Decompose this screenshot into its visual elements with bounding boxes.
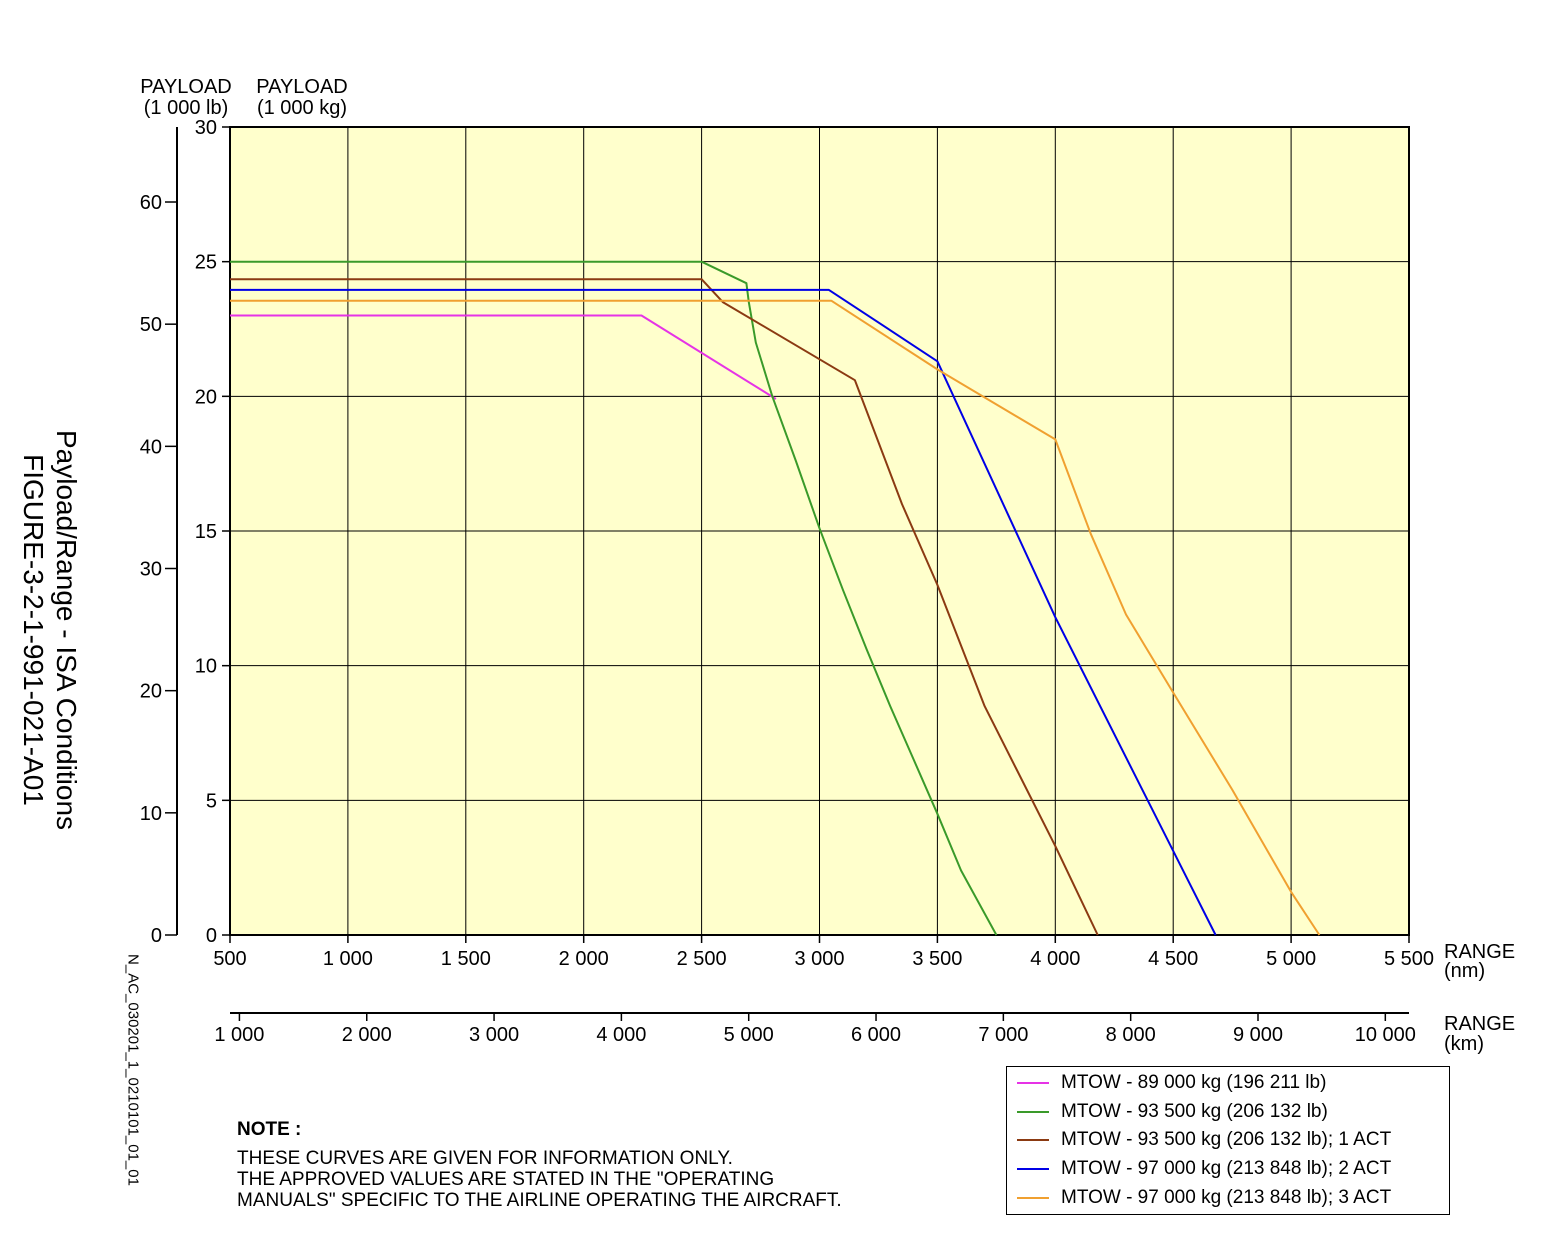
y-axis-kg-tick-label: 20 xyxy=(195,386,217,408)
legend-item: MTOW - 89 000 kg (196 211 lb) xyxy=(1007,1069,1449,1098)
file-reference-text: N_AC_030201_1_0210101_01_01 xyxy=(125,954,142,1186)
legend-swatch xyxy=(1017,1197,1049,1199)
x-axis-nm-tick-label: 3 500 xyxy=(912,948,962,970)
note-line: MANUALS" SPECIFIC TO THE AIRLINE OPERATI… xyxy=(237,1190,842,1211)
note-block: NOTE : THESE CURVES ARE GIVEN FOR INFORM… xyxy=(237,1119,842,1211)
legend-swatch xyxy=(1017,1168,1049,1170)
x-axis-nm-tick-label: 1 500 xyxy=(441,948,491,970)
x-axis-km-unit: (km) xyxy=(1444,1033,1484,1055)
legend: MTOW - 89 000 kg (196 211 lb) MTOW - 93 … xyxy=(1006,1066,1450,1215)
legend-swatch xyxy=(1017,1082,1049,1084)
y-axis-kg-tick-label: 5 xyxy=(206,790,217,812)
x-axis-nm-tick-label: 4 000 xyxy=(1030,948,1080,970)
note-title: NOTE : xyxy=(237,1119,842,1140)
figure-title-line2: FIGURE-3-2-1-991-021-A01 xyxy=(17,430,50,830)
x-axis-km-tick-label: 2 000 xyxy=(342,1024,392,1046)
x-axis-nm-tick-label: 3 000 xyxy=(794,948,844,970)
figure-title-line1: Payload/Range - ISA Conditions xyxy=(50,430,83,830)
x-axis-km-tick-label: 5 000 xyxy=(724,1024,774,1046)
legend-label: MTOW - 93 500 kg (206 132 lb); 1 ACT xyxy=(1061,1129,1391,1151)
x-axis-nm-tick-label: 4 500 xyxy=(1148,948,1198,970)
legend-label: MTOW - 93 500 kg (206 132 lb) xyxy=(1061,1101,1328,1123)
y-axis-kg-tick-label: 30 xyxy=(195,117,217,139)
y-axis-lb-tick-label: 50 xyxy=(140,314,162,336)
x-axis-nm-tick-label: 2 000 xyxy=(559,948,609,970)
y-axis-kg-label: PAYLOAD xyxy=(256,76,348,98)
legend-item: MTOW - 93 500 kg (206 132 lb) xyxy=(1007,1098,1449,1127)
legend-item: MTOW - 97 000 kg (213 848 lb); 3 ACT xyxy=(1007,1183,1449,1212)
x-axis-nm-tick-label: 5 500 xyxy=(1384,948,1434,970)
x-axis-km-tick-label: 9 000 xyxy=(1233,1024,1283,1046)
y-axis-lb-tick-label: 10 xyxy=(140,803,162,825)
y-axis-lb-unit: (1 000 lb) xyxy=(144,97,229,119)
legend-label: MTOW - 97 000 kg (213 848 lb); 3 ACT xyxy=(1061,1187,1391,1209)
y-axis-lb-label: PAYLOAD xyxy=(140,76,232,98)
x-axis-km-tick-label: 10 000 xyxy=(1355,1024,1416,1046)
x-axis-km-tick-label: 8 000 xyxy=(1106,1024,1156,1046)
note-line: THE APPROVED VALUES ARE STATED IN THE "O… xyxy=(237,1169,842,1190)
x-axis-km-tick-label: 7 000 xyxy=(978,1024,1028,1046)
x-axis-km-tick-label: 1 000 xyxy=(214,1024,264,1046)
x-axis-nm-tick-label: 5 000 xyxy=(1266,948,1316,970)
y-axis-lb-tick-label: 40 xyxy=(140,436,162,458)
legend-item: MTOW - 93 500 kg (206 132 lb); 1 ACT xyxy=(1007,1126,1449,1155)
legend-label: MTOW - 89 000 kg (196 211 lb) xyxy=(1061,1072,1326,1094)
legend-label: MTOW - 97 000 kg (213 848 lb); 2 ACT xyxy=(1061,1158,1391,1180)
y-axis-kg-unit: (1 000 kg) xyxy=(257,97,347,119)
x-axis-km-label: RANGE xyxy=(1444,1013,1515,1035)
y-axis-lb-tick-label: 30 xyxy=(140,559,162,581)
y-axis-kg-tick-label: 0 xyxy=(206,925,217,947)
x-axis-km-tick-label: 4 000 xyxy=(596,1024,646,1046)
y-axis-lb-tick-label: 20 xyxy=(140,681,162,703)
y-axis-lb-tick-label: 60 xyxy=(140,192,162,214)
y-axis-kg-tick-label: 15 xyxy=(195,521,217,543)
y-axis-lb-tick-label: 0 xyxy=(151,925,162,947)
legend-swatch xyxy=(1017,1111,1049,1113)
y-axis-kg-tick-label: 25 xyxy=(195,252,217,274)
x-axis-nm-tick-label: 2 500 xyxy=(677,948,727,970)
x-axis-km-tick-label: 3 000 xyxy=(469,1024,519,1046)
y-axis-kg-tick-label: 10 xyxy=(195,656,217,678)
x-axis-nm-unit: (nm) xyxy=(1444,960,1485,982)
legend-item: MTOW - 97 000 kg (213 848 lb); 2 ACT xyxy=(1007,1155,1449,1184)
note-line: THESE CURVES ARE GIVEN FOR INFORMATION O… xyxy=(237,1148,842,1169)
legend-swatch xyxy=(1017,1139,1049,1141)
x-axis-nm-tick-label: 1 000 xyxy=(323,948,373,970)
x-axis-nm-tick-label: 500 xyxy=(213,948,246,970)
x-axis-km-tick-label: 6 000 xyxy=(851,1024,901,1046)
